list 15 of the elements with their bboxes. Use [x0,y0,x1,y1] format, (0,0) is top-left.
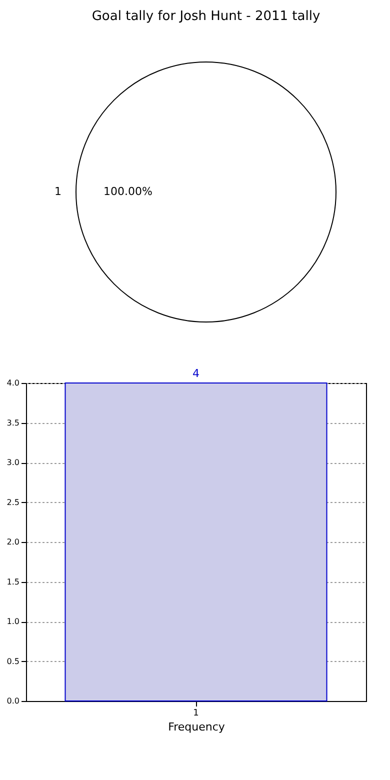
data-label: 100.00% [104,185,152,198]
y-tick-label: 2.5 [6,498,20,507]
y-tick-label: 1.0 [6,617,20,626]
y-tick-label: 3.5 [6,418,20,428]
y-tick-label: 3.0 [6,458,20,467]
y-tick-label: 1.5 [6,577,20,586]
y-tick-label: 0.5 [6,656,20,666]
y-tick-label: 2.0 [6,538,20,546]
chart-title: Goal tally for Josh Hunt - 2011 tally [92,9,320,24]
slice-label: 1 [54,185,62,198]
x-axis-title: Frequency [168,720,226,734]
legend-label: 1 [193,708,199,718]
y-tick-label: 0.0 [6,696,20,706]
y-tick-label: 4.0 [6,378,20,388]
data-label: 4 [192,367,200,380]
